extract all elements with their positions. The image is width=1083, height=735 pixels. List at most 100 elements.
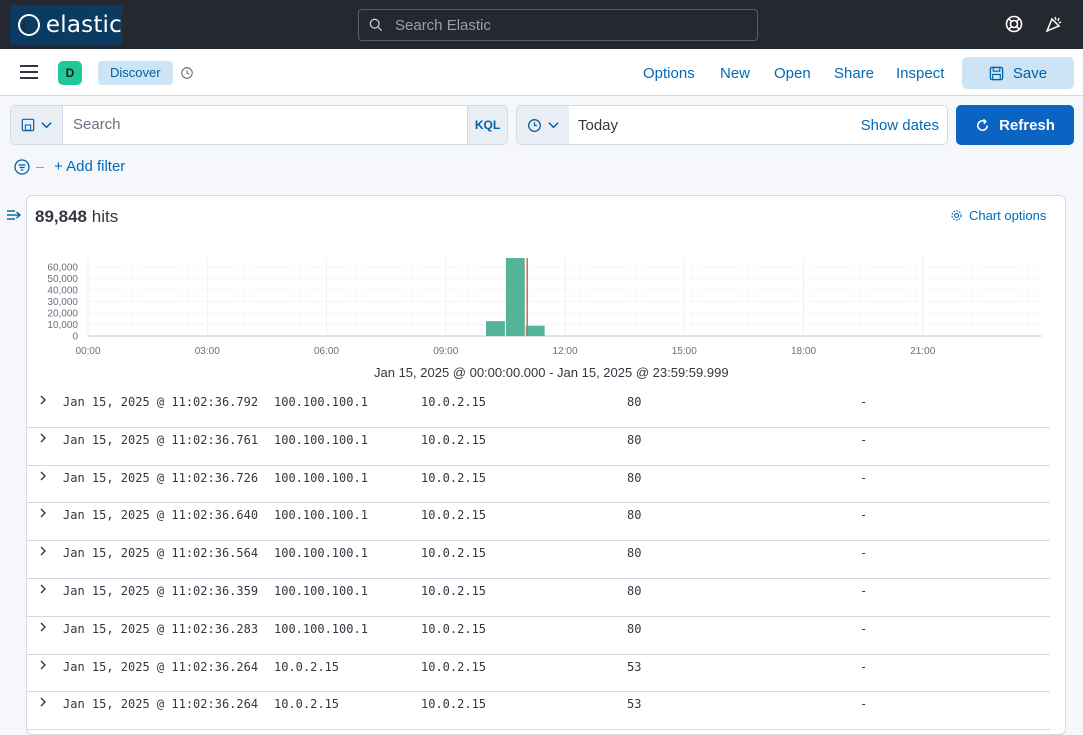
recently-viewed-icon[interactable] xyxy=(180,66,194,80)
elastic-logo[interactable]: elastic xyxy=(10,5,122,45)
save-label: Save xyxy=(1012,64,1048,82)
expand-row-icon[interactable] xyxy=(38,507,48,519)
timestamp-cell: Jan 15, 2025 @ 11:02:36.564 xyxy=(63,546,259,561)
x-tick-label: 00:00 xyxy=(75,346,100,357)
hits-counter: 89,848 hits xyxy=(35,207,118,227)
extra-field-cell: - xyxy=(860,395,868,409)
source-ip-cell: 100.100.100.1 xyxy=(274,546,368,561)
y-tick-label: 60,000 xyxy=(47,263,78,274)
help-icon[interactable] xyxy=(1004,14,1024,34)
y-tick-label: 40,000 xyxy=(47,286,78,297)
source-ip-cell: 100.100.100.1 xyxy=(274,395,368,409)
y-tick-label: 50,000 xyxy=(47,274,78,285)
table-row[interactable]: Jan 15, 2025 @ 11:02:36.792 100.100.100.1… xyxy=(26,390,1050,428)
destination-port-cell: 80 xyxy=(627,546,642,561)
destination-ip-cell: 10.0.2.15 xyxy=(421,432,487,447)
destination-ip-cell: 10.0.2.15 xyxy=(421,659,487,674)
source-ip-cell: 10.0.2.15 xyxy=(274,697,340,712)
query-search-input[interactable] xyxy=(71,115,461,134)
options-link[interactable]: Options xyxy=(643,65,695,82)
saved-query-button[interactable] xyxy=(11,106,63,144)
expand-row-icon[interactable] xyxy=(38,545,48,557)
news-feed-icon[interactable] xyxy=(1044,14,1064,34)
timestamp-cell: Jan 15, 2025 @ 11:02:36.264 xyxy=(63,697,259,712)
table-row[interactable]: Jan 15, 2025 @ 11:02:36.359 100.100.100.1… xyxy=(26,579,1050,617)
destination-port-cell: 53 xyxy=(627,659,642,674)
destination-ip-cell: 10.0.2.15 xyxy=(421,546,487,561)
destination-ip-cell: 10.0.2.15 xyxy=(421,583,487,598)
expand-row-icon[interactable] xyxy=(38,394,48,406)
source-ip-cell: 100.100.100.1 xyxy=(274,621,368,636)
extra-field-cell: - xyxy=(860,583,868,598)
timestamp-cell: Jan 15, 2025 @ 11:02:36.359 xyxy=(63,583,259,598)
source-ip-cell: 100.100.100.1 xyxy=(274,432,368,447)
breadcrumb-discover[interactable]: Discover xyxy=(98,61,173,85)
save-button[interactable]: Save xyxy=(962,57,1074,89)
app-header: D Discover Options New Open Share Inspec… xyxy=(0,49,1083,96)
gear-icon xyxy=(951,210,962,221)
global-search-input[interactable] xyxy=(393,15,733,35)
table-row[interactable]: Jan 15, 2025 @ 11:02:36.264 10.0.2.15 10.0… xyxy=(26,692,1050,731)
destination-port-cell: 80 xyxy=(627,621,642,636)
clock-icon xyxy=(528,118,541,132)
y-tick-label: 10,000 xyxy=(47,320,78,331)
date-range-value[interactable]: Today xyxy=(578,117,619,134)
inspect-link[interactable]: Inspect xyxy=(896,65,945,82)
chart-options-button[interactable]: Chart options xyxy=(950,208,1046,223)
expand-row-icon[interactable] xyxy=(38,432,48,444)
filter-icon[interactable] xyxy=(14,159,30,175)
expand-row-icon[interactable] xyxy=(38,621,48,633)
quick-menu-button[interactable] xyxy=(517,106,569,144)
global-search[interactable] xyxy=(358,9,758,41)
time-range-label: Jan 15, 2025 @ 00:00:00.000 - Jan 15, 20… xyxy=(374,365,729,380)
elastic-logo-icon xyxy=(18,14,40,36)
show-dates-link[interactable]: Show dates xyxy=(860,117,939,134)
x-tick-label: 12:00 xyxy=(552,346,577,357)
sidebar-toggle-icon[interactable] xyxy=(6,208,22,222)
table-row[interactable]: Jan 15, 2025 @ 11:02:36.761 100.100.100.1… xyxy=(26,428,1050,466)
add-filter-button[interactable]: + Add filter xyxy=(54,158,126,175)
expand-row-icon[interactable] xyxy=(38,659,48,671)
table-row[interactable]: Jan 15, 2025 @ 11:02:36.726 100.100.100.1… xyxy=(26,466,1050,504)
source-ip-cell: 100.100.100.1 xyxy=(274,583,368,598)
histogram-bar xyxy=(525,325,545,336)
expand-row-icon[interactable] xyxy=(38,583,48,595)
destination-port-cell: 80 xyxy=(627,508,642,523)
hits-count: 89,848 xyxy=(35,207,87,226)
timestamp-cell: Jan 15, 2025 @ 11:02:36.283 xyxy=(63,621,259,636)
destination-port-cell: 80 xyxy=(627,583,642,598)
extra-field-cell: - xyxy=(860,621,868,636)
global-header: elastic xyxy=(0,0,1083,49)
source-ip-cell: 100.100.100.1 xyxy=(274,508,368,523)
menu-toggle-button[interactable] xyxy=(20,65,38,79)
expand-row-icon[interactable] xyxy=(38,470,48,482)
x-tick-label: 09:00 xyxy=(433,346,458,357)
destination-ip-cell: 10.0.2.15 xyxy=(421,395,487,409)
timestamp-cell: Jan 15, 2025 @ 11:02:36.761 xyxy=(63,432,259,447)
table-row[interactable]: Jan 15, 2025 @ 11:02:36.564 100.100.100.1… xyxy=(26,541,1050,579)
filter-options[interactable] xyxy=(14,157,44,177)
source-ip-cell: 100.100.100.1 xyxy=(274,470,368,485)
source-ip-cell: 10.0.2.15 xyxy=(274,659,340,674)
destination-ip-cell: 10.0.2.15 xyxy=(421,508,487,523)
extra-field-cell: - xyxy=(860,470,868,485)
share-link[interactable]: Share xyxy=(834,65,875,82)
search-icon xyxy=(369,18,383,32)
space-avatar[interactable]: D xyxy=(58,61,82,85)
extra-field-cell: - xyxy=(860,546,868,561)
chevron-down-icon xyxy=(41,122,52,129)
table-row[interactable]: Jan 15, 2025 @ 11:02:36.264 10.0.2.15 10.0… xyxy=(26,655,1050,693)
extra-field-cell: - xyxy=(860,697,868,712)
extra-field-cell: - xyxy=(860,508,868,523)
open-link[interactable]: Open xyxy=(774,65,811,82)
expand-row-icon[interactable] xyxy=(38,696,48,708)
table-row[interactable]: Jan 15, 2025 @ 11:02:36.283 100.100.100.1… xyxy=(26,617,1050,655)
table-row[interactable]: Jan 15, 2025 @ 11:02:36.640 100.100.100.1… xyxy=(26,503,1050,542)
timestamp-cell: Jan 15, 2025 @ 11:02:36.726 xyxy=(63,470,259,485)
y-tick-label: 20,000 xyxy=(47,309,78,320)
query-language-button[interactable]: KQL xyxy=(467,106,507,144)
new-link[interactable]: New xyxy=(720,65,751,82)
x-tick-label: 03:00 xyxy=(195,346,220,357)
refresh-button[interactable]: Refresh xyxy=(956,105,1074,145)
